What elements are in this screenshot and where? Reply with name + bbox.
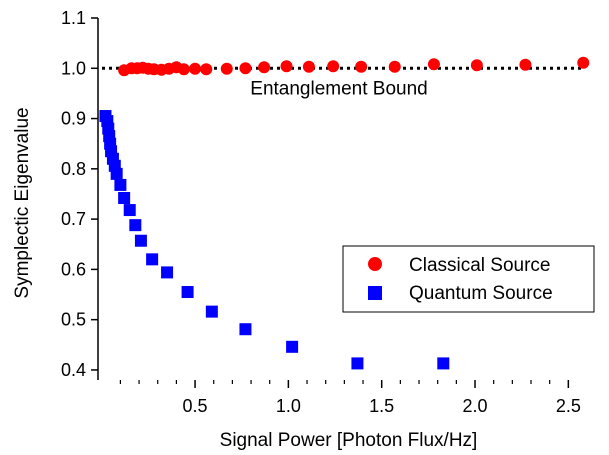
quantum-point: [110, 167, 123, 180]
y-tick-label: 1.0: [61, 58, 86, 78]
y-tick-label: 0.7: [61, 209, 86, 229]
y-ticks: 0.4 0.5 0.6 0.7 0.8 0.9 1.0 1.1: [61, 8, 98, 380]
classical-point: [519, 58, 532, 71]
y-tick-label: 0.8: [61, 159, 86, 179]
classical-point: [177, 63, 190, 76]
legend-label-quantum: Quantum Source: [409, 283, 553, 304]
classical-point: [388, 60, 401, 73]
classical-point: [280, 60, 293, 73]
quantum-point: [351, 357, 364, 370]
quantum-point: [134, 234, 147, 247]
quantum-point: [114, 178, 127, 191]
legend-box: [342, 245, 595, 313]
classical-point: [239, 62, 252, 75]
classical-point: [470, 59, 483, 72]
quantum-point: [161, 266, 174, 279]
x-tick-label: 2.5: [556, 396, 581, 416]
quantum-point: [437, 357, 450, 370]
legend: Classical Source Quantum Source: [342, 245, 595, 313]
quantum-point: [286, 340, 299, 353]
classical-point: [189, 62, 202, 75]
x-tick-label: 0.5: [183, 396, 208, 416]
classical-point: [577, 56, 590, 69]
x-tick-label: 1.5: [369, 396, 394, 416]
quantum-point: [181, 286, 194, 299]
y-tick-label: 0.9: [61, 109, 86, 129]
x-ticks: 0.5 1.0 1.5 2.0 2.5: [119, 380, 581, 416]
y-tick-label: 1.1: [61, 8, 86, 28]
classical-point: [427, 58, 440, 71]
quantum-point: [118, 191, 131, 204]
classical-point: [355, 60, 368, 73]
quantum-point: [129, 219, 142, 232]
x-tick-label: 2.0: [462, 396, 487, 416]
x-axis-title: Signal Power [Photon Flux/Hz]: [220, 430, 478, 451]
classical-point: [302, 60, 315, 73]
quantum-point: [239, 323, 252, 336]
quantum-point: [123, 204, 136, 217]
y-tick-label: 0.5: [61, 310, 86, 330]
legend-marker-quantum: [368, 286, 382, 300]
classical-point: [327, 60, 340, 73]
x-tick-label: 1.0: [276, 396, 301, 416]
series-classical: [118, 56, 590, 77]
y-tick-label: 0.6: [61, 259, 86, 279]
quantum-point: [205, 305, 218, 318]
legend-marker-classical: [368, 257, 382, 271]
classical-point: [220, 62, 233, 75]
y-axis-title: Symplectic Eigenvalue: [12, 107, 33, 298]
series-group: [99, 56, 590, 370]
classical-point: [258, 61, 271, 74]
quantum-point: [146, 253, 159, 266]
y-tick-label: 0.4: [61, 360, 86, 380]
series-quantum: [99, 110, 450, 370]
entanglement-bound-label: Entanglement Bound: [250, 78, 427, 99]
legend-label-classical: Classical Source: [409, 255, 551, 276]
classical-point: [200, 63, 213, 76]
